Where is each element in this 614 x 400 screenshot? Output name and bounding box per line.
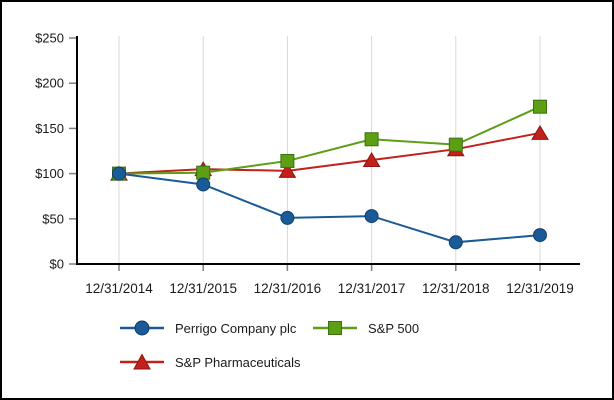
series-line <box>118 105 541 175</box>
data-point-marker <box>364 132 379 147</box>
stock-performance-line-chart: $0 $50 $100 $150 $200 $250 12/31/2014 12/31/201… <box>35 31 580 296</box>
data-point-marker <box>533 228 547 243</box>
data-point-marker <box>448 235 463 250</box>
series-line <box>118 172 541 244</box>
data-point-marker <box>533 99 547 114</box>
data-point-marker <box>196 165 211 180</box>
sp-pharma-line-triangle-icon <box>120 353 164 370</box>
legend-item-sp-pharma: S&P Pharmaceuticals <box>119 353 312 371</box>
legend-item-sp500: S&P 500 <box>312 319 612 337</box>
legend-label-sp-pharma: S&P Pharmaceuticals <box>175 354 301 370</box>
x-axis-tick-label: 12/31/2015 <box>169 281 237 296</box>
x-axis-tick-label: 12/31/2014 <box>85 281 153 296</box>
data-point-marker <box>280 153 295 168</box>
x-axis-tick-label: 12/31/2016 <box>254 281 322 296</box>
sp500-line-square-icon <box>313 321 357 335</box>
y-axis-tick-label: $100 <box>35 166 64 181</box>
data-point-marker <box>112 166 126 181</box>
data-point-marker <box>196 177 211 192</box>
legend-item-perrigo: Perrigo Company plc <box>119 319 312 337</box>
data-point-marker <box>278 162 297 178</box>
x-axis-tick-label: 12/31/2018 <box>422 281 490 296</box>
legend-label-perrigo: Perrigo Company plc <box>175 320 297 336</box>
y-axis-tick-label: $200 <box>35 76 64 91</box>
x-axis-tick-label: 12/31/2019 <box>506 281 574 296</box>
perrigo-line-circle-icon <box>120 320 164 336</box>
series-line <box>118 131 541 175</box>
y-axis-tick-label: $50 <box>42 211 64 226</box>
x-axis-tick-label: 12/31/2017 <box>338 281 406 296</box>
data-point-marker <box>364 209 379 224</box>
data-point-marker <box>280 210 295 225</box>
chart-legend: Perrigo Company plc S&P 500 S&P Pharmace… <box>119 304 612 371</box>
legend-label-sp500: S&P 500 <box>368 320 420 336</box>
data-point-marker <box>448 137 463 152</box>
data-point-marker <box>531 124 549 140</box>
data-point-marker <box>362 152 381 168</box>
y-axis-tick-label: $150 <box>35 121 64 136</box>
y-axis-tick-label: $0 <box>50 257 64 272</box>
y-axis-tick-label: $250 <box>35 31 64 46</box>
